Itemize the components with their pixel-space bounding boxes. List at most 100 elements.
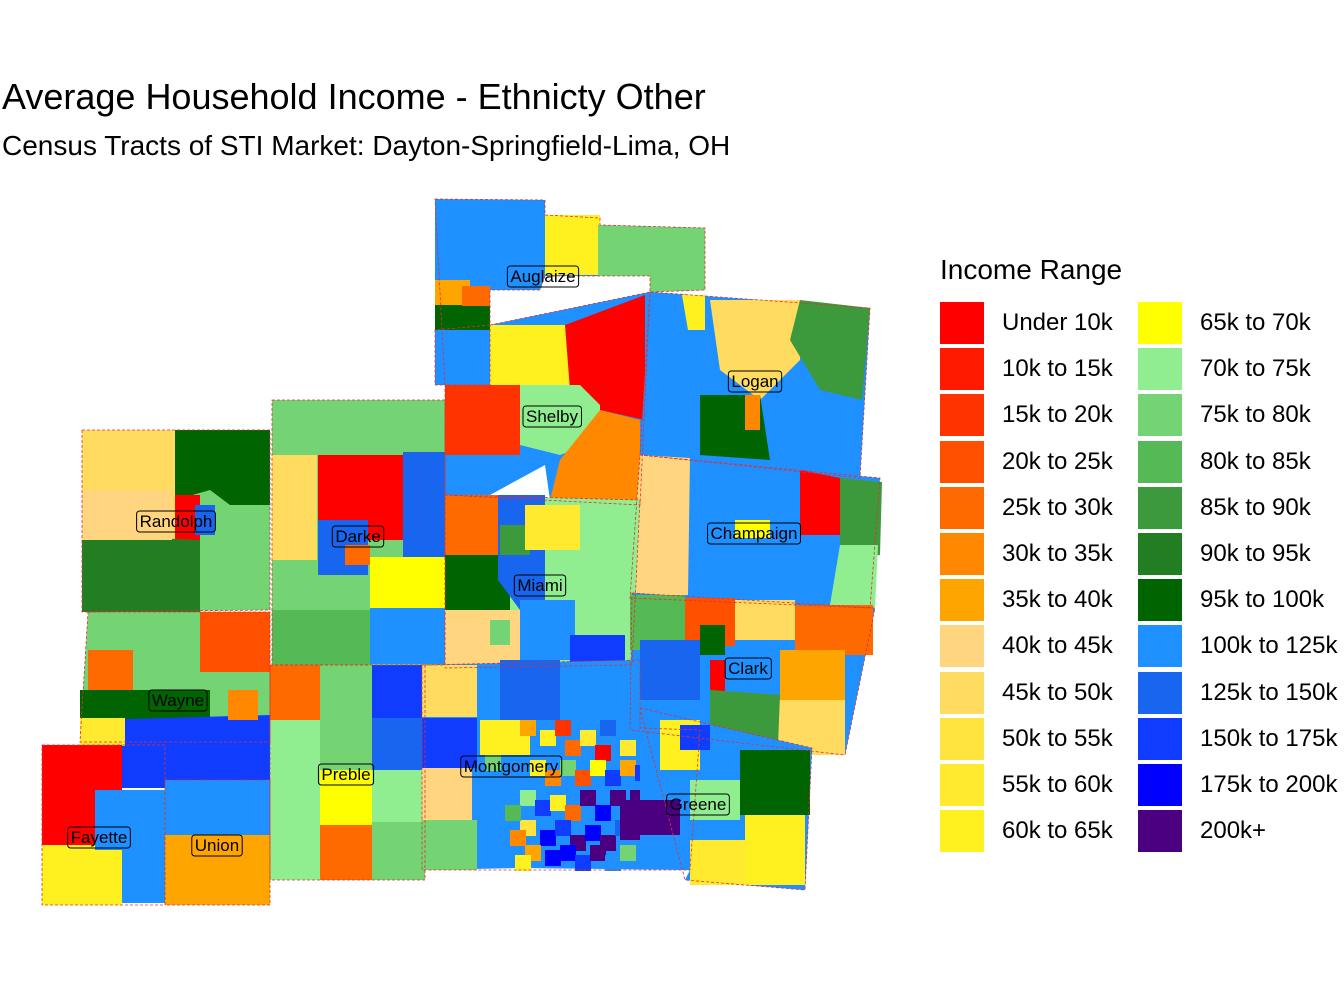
tract-polygon — [500, 660, 560, 720]
county-boundary — [629, 454, 881, 609]
tract-polygon — [780, 650, 845, 700]
tract-polygon — [42, 845, 122, 905]
legend-swatch — [1138, 671, 1182, 714]
legend-label: 75k to 80k — [1200, 401, 1311, 429]
svg-text:Champaign: Champaign — [711, 524, 798, 543]
legend-label: 95k to 100k — [1200, 586, 1325, 614]
county-labels: Auglaize Logan Shelby Randolph Darke Champaig… — [67, 265, 801, 857]
legend-swatch — [940, 302, 984, 344]
legend-label: 200k+ — [1200, 817, 1267, 845]
legend-label: 175k to 200k — [1200, 771, 1338, 798]
svg-text:Fayette: Fayette — [71, 828, 128, 847]
tract-polygon — [510, 830, 526, 846]
svg-text:Union: Union — [195, 836, 239, 855]
tract-polygon — [530, 760, 546, 776]
tract-polygon — [620, 845, 636, 861]
tract-polygon — [422, 768, 472, 820]
county-label-logan: Logan — [727, 370, 783, 393]
county-label-fayette: Fayette — [67, 826, 131, 849]
tract-polygon — [175, 495, 200, 540]
tract-polygon — [840, 478, 882, 560]
tract-polygon — [682, 295, 705, 330]
legend-item: 15k to 20k — [940, 393, 1113, 437]
legend-swatch — [940, 440, 984, 483]
legend-item: 75k to 80k — [1138, 393, 1311, 437]
choropleth-map: Auglaize Logan Shelby Randolph Darke Champaig… — [41, 198, 882, 906]
tract-polygon — [600, 720, 616, 736]
county-boundary — [269, 664, 426, 881]
county-label-champaign: Champaign — [707, 522, 801, 545]
tract-polygon — [560, 845, 576, 861]
county-label-montgomery: Montgomery — [460, 755, 563, 778]
tract-polygon — [320, 720, 372, 770]
svg-text:Wayne: Wayne — [152, 691, 204, 710]
legend-item: 50k to 55k — [940, 717, 1113, 761]
county-label-randolph: Randolph — [136, 510, 216, 533]
tract-polygon — [370, 608, 445, 664]
tract-polygon — [422, 820, 477, 870]
tract-polygon — [228, 690, 258, 720]
tract-polygon — [745, 815, 805, 885]
tract-polygon — [575, 855, 591, 871]
county-boundary — [164, 779, 271, 906]
tract-polygon — [605, 770, 621, 786]
tract-polygon — [555, 720, 571, 736]
legend-label: 40k to 45k — [1002, 632, 1113, 660]
tract-polygon — [590, 845, 606, 861]
legend-item: 60k to 65k — [940, 809, 1113, 853]
tract-polygon — [690, 780, 740, 820]
tract-polygon — [490, 325, 570, 395]
tract-polygon — [82, 490, 172, 540]
tract-polygon — [790, 300, 870, 400]
tract-polygon — [620, 740, 636, 756]
county-label-shelby: Shelby — [522, 405, 582, 428]
county-boundary — [629, 592, 876, 756]
legend-swatch — [940, 533, 984, 575]
tract-polygon — [195, 505, 215, 535]
tract-polygon — [580, 790, 596, 806]
tract-polygon — [490, 620, 510, 645]
tract-polygon — [422, 718, 477, 768]
tract-polygon — [545, 770, 561, 786]
legend-item: 100k to 125k — [1138, 624, 1337, 668]
legend-swatch — [940, 625, 984, 668]
legend-item: 65k to 70k — [1138, 301, 1311, 345]
tract-polygon — [595, 805, 611, 821]
tract-polygon — [580, 730, 596, 746]
legend-item: 200k+ — [1138, 809, 1266, 853]
tract-polygon — [700, 625, 725, 655]
legend-item: 85k to 90k — [1138, 486, 1311, 530]
county-boundary — [444, 494, 641, 669]
legend-label: 80k to 85k — [1200, 447, 1311, 475]
legend-label: 65k to 70k — [1200, 309, 1311, 336]
tract-polygon — [88, 650, 133, 690]
tract-polygon — [550, 795, 566, 811]
legend-title: Income Range — [940, 254, 1123, 285]
tract-polygon — [745, 395, 760, 430]
tract-polygon — [445, 495, 500, 555]
legend-item: 70k to 75k — [1138, 347, 1311, 391]
legend-swatch — [1138, 810, 1182, 853]
county-boundary — [81, 429, 271, 613]
legend-swatch — [1138, 486, 1182, 529]
legend-label: 25k to 30k — [1002, 493, 1113, 521]
tract-polygon — [595, 745, 611, 761]
legend-item: 175k to 200k — [1138, 763, 1337, 807]
tract-polygon — [515, 855, 531, 871]
tract-polygon — [435, 330, 490, 385]
tract-polygon — [403, 452, 445, 557]
tract-polygon — [545, 215, 600, 275]
tract-polygon — [630, 455, 690, 595]
legend-item: 125k to 150k — [1138, 671, 1337, 715]
county-label-auglaize: Auglaize — [506, 265, 580, 288]
tract-polygon — [575, 770, 591, 786]
tract-polygon — [200, 612, 270, 672]
tract-polygon — [520, 720, 536, 736]
county-boundary — [421, 659, 701, 871]
legend-item: 95k to 100k — [1138, 578, 1324, 622]
legend-swatch — [1138, 717, 1182, 760]
svg-text:Darke: Darke — [335, 527, 380, 546]
legend-swatch — [1138, 625, 1182, 668]
county-label-darke: Darke — [331, 525, 385, 548]
tract-polygon — [505, 805, 521, 821]
